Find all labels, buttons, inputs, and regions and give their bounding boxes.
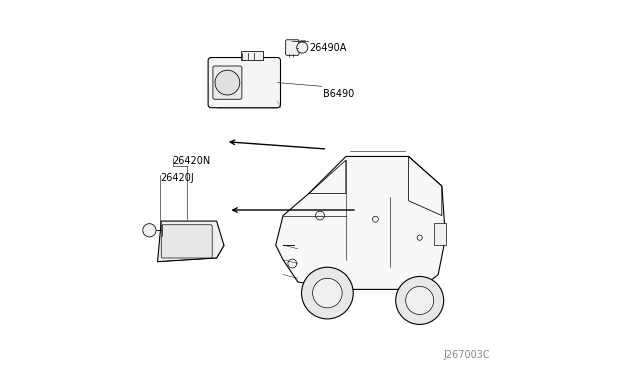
FancyBboxPatch shape — [435, 223, 445, 245]
Text: 26420N: 26420N — [172, 157, 211, 166]
Circle shape — [297, 42, 308, 53]
Polygon shape — [276, 157, 445, 289]
FancyBboxPatch shape — [285, 40, 299, 55]
Circle shape — [301, 267, 353, 319]
Text: 26420J: 26420J — [161, 173, 195, 183]
Circle shape — [288, 259, 297, 268]
Circle shape — [396, 276, 444, 324]
FancyBboxPatch shape — [161, 225, 212, 258]
Circle shape — [143, 224, 156, 237]
Polygon shape — [157, 221, 224, 262]
Text: 26490A: 26490A — [310, 43, 347, 53]
Text: B6490: B6490 — [323, 89, 354, 99]
Circle shape — [406, 286, 434, 314]
Circle shape — [316, 211, 324, 220]
FancyBboxPatch shape — [208, 58, 280, 108]
Text: J267003C: J267003C — [444, 350, 490, 359]
FancyBboxPatch shape — [213, 66, 242, 99]
Circle shape — [215, 70, 240, 95]
Circle shape — [417, 235, 422, 240]
Circle shape — [372, 216, 378, 222]
Circle shape — [312, 278, 342, 308]
FancyBboxPatch shape — [241, 51, 263, 61]
